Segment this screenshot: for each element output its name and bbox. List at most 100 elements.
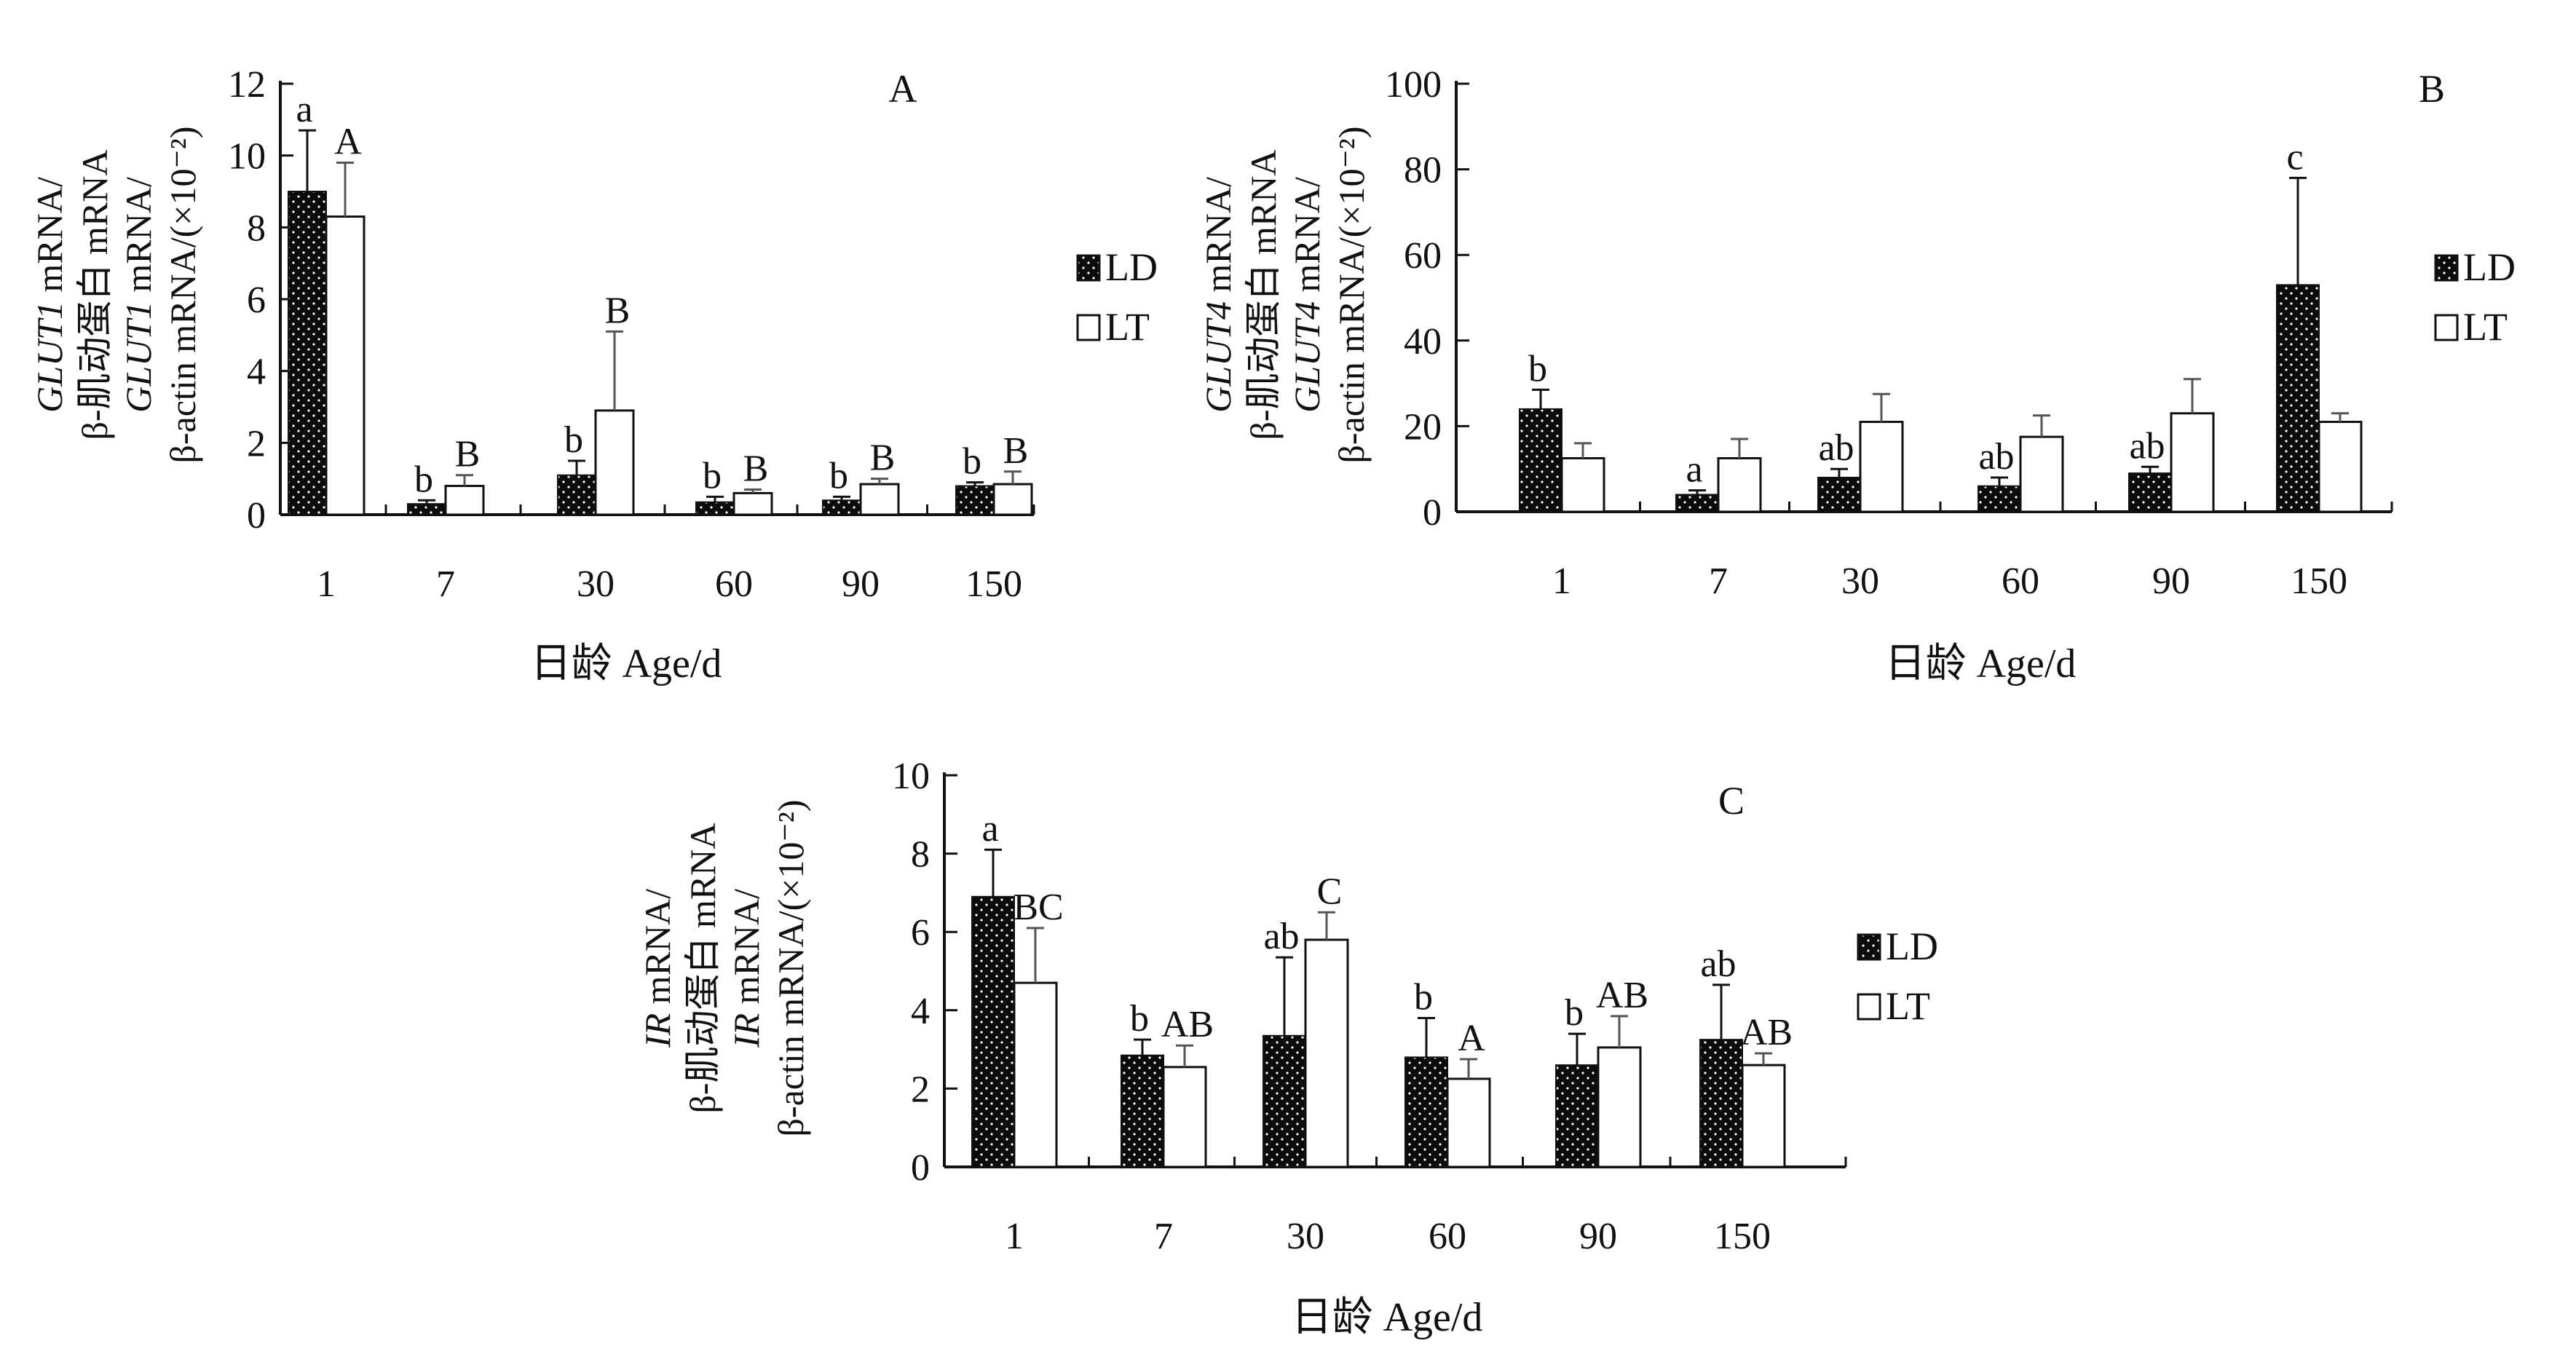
sig-label-lt: B (1003, 430, 1029, 472)
sig-label-ld: a (981, 808, 998, 850)
legend-label-lt: LT (2463, 305, 2508, 349)
bar-lt (1446, 1077, 1491, 1168)
y-axis-title-line: GLUT1 mRNA/ (118, 177, 159, 413)
bar-ld (557, 474, 596, 516)
bar-ld (1404, 1056, 1448, 1168)
sig-label-lt: B (743, 448, 769, 489)
panel-label: B (2419, 67, 2445, 111)
y-tick-label: 2 (247, 423, 266, 464)
x-axis-title: 日龄 Age/d (1292, 1295, 1483, 1340)
y-axis-title: GLUT4 mRNA/β-肌动蛋白 mRNA GLUT4 mRNA/β-actin… (1198, 127, 1372, 464)
bar-lt (1717, 457, 1762, 513)
y-axis-title-line: β-actin mRNA/(×10⁻²) (162, 127, 203, 464)
y-tick-label: 60 (1404, 235, 1442, 277)
sig-label-ld: a (1686, 449, 1702, 491)
x-tick-label: 1 (1552, 561, 1571, 602)
y-tick-label: 80 (1404, 150, 1442, 191)
bar-lt (859, 483, 900, 516)
y-tick-label: 8 (247, 207, 266, 249)
x-tick-label: 30 (1841, 561, 1879, 602)
y-axis-title-line: IR mRNA/ (637, 889, 678, 1048)
x-tick-label: 60 (1429, 1216, 1466, 1257)
y-tick-label: 0 (1423, 492, 1442, 534)
bar-lt (992, 483, 1033, 516)
y-axis-title-line: β-actin mRNA/(×10⁻²) (1331, 127, 1372, 464)
sig-label-ld: b (1565, 992, 1584, 1034)
legend-label-ld: LD (1886, 925, 1938, 968)
bar-ld (1699, 1039, 1743, 1168)
bar-lt (1162, 1066, 1207, 1168)
sig-label-ld: b (1528, 348, 1547, 389)
legend-swatch-ld (1857, 933, 1881, 961)
x-tick-label: 30 (577, 563, 615, 605)
bar-lt (444, 485, 485, 516)
y-axis-title-line: β-肌动蛋白 mRNA (682, 823, 723, 1113)
y-axis-title-line: β-actin mRNA/(×10⁻²) (770, 800, 811, 1137)
y-axis-title-line: IR mRNA/ (726, 889, 767, 1048)
sig-label-ld: b (1130, 998, 1149, 1040)
panel-label: C (1718, 779, 1745, 823)
bar-ld (971, 895, 1015, 1168)
sig-label-lt: B (605, 290, 631, 331)
legend-label-lt: LT (1105, 305, 1150, 349)
legend-swatch-lt (2434, 314, 2459, 341)
y-tick-label: 6 (247, 280, 266, 321)
panel-label: A (889, 67, 917, 111)
legend-swatch-ld (1076, 254, 1101, 282)
x-tick-label: 150 (1714, 1216, 1771, 1257)
x-tick-label: 60 (715, 563, 753, 605)
sig-label-ld: ab (1700, 943, 1736, 985)
bar-ld (695, 501, 735, 516)
sig-label-ld: a (296, 89, 312, 130)
bar-ld (288, 191, 327, 515)
x-tick-label: 90 (2152, 561, 2190, 602)
y-tick-label: 40 (1404, 321, 1442, 363)
bar-ld (1519, 408, 1562, 512)
y-tick-label: 2 (911, 1069, 930, 1110)
sig-label-ld: b (703, 455, 722, 496)
y-tick-label: 10 (892, 756, 930, 797)
y-tick-label: 0 (911, 1147, 930, 1189)
y-axis-title-line: GLUT1 mRNA/ (29, 177, 70, 413)
y-tick-label: 100 (1385, 64, 1442, 106)
legend-swatch-ld (2434, 254, 2459, 282)
chart-panel-b: 0 20 40 60 80 100 1 7 30 60 90 150 b a ab ab ab c B LD LT GLU… (1198, 64, 2516, 686)
bar-ld (822, 499, 861, 515)
x-axis-title: 日龄 Age/d (1885, 641, 2077, 686)
y-tick-label: 12 (228, 64, 266, 106)
bar-ld (1121, 1054, 1164, 1168)
sig-label-ld: ab (1978, 436, 2014, 478)
y-axis-title-line: β-肌动蛋白 mRNA (1243, 149, 1284, 440)
bar-lt (1560, 457, 1605, 513)
legend-label-ld: LD (2463, 245, 2516, 289)
sig-label-ld: b (829, 455, 848, 496)
bar-lt (1013, 981, 1058, 1168)
y-tick-label: 10 (228, 136, 266, 178)
bar-ld (955, 485, 995, 515)
y-tick-label: 20 (1404, 406, 1442, 448)
sig-label-lt: B (870, 438, 896, 479)
sig-label-lt: BC (1013, 887, 1063, 928)
legend: LD LT (1857, 925, 1938, 1028)
y-axis-title-line: GLUT4 mRNA/ (1198, 177, 1238, 413)
y-tick-label: 4 (247, 352, 266, 393)
y-tick-label: 4 (911, 991, 930, 1032)
sig-label-ld: ab (1818, 427, 1854, 469)
y-axis-title-line: β-肌动蛋白 mRNA (74, 149, 115, 440)
sig-label-ld: b (963, 441, 981, 483)
legend: LD LT (2434, 245, 2516, 349)
bar-lt (1741, 1064, 1786, 1168)
x-tick-label: 90 (842, 563, 880, 605)
sig-label-lt: AB (1161, 1004, 1214, 1045)
bar-lt (325, 215, 366, 516)
bar-ld (1555, 1064, 1599, 1168)
x-tick-label: 30 (1287, 1216, 1324, 1257)
legend-label-ld: LD (1105, 245, 1158, 289)
x-tick-label: 7 (436, 563, 455, 605)
x-tick-label: 150 (2291, 561, 2347, 602)
y-tick-label: 8 (911, 834, 930, 876)
x-tick-label: 60 (2002, 561, 2039, 602)
x-tick-label: 7 (1709, 561, 1728, 602)
